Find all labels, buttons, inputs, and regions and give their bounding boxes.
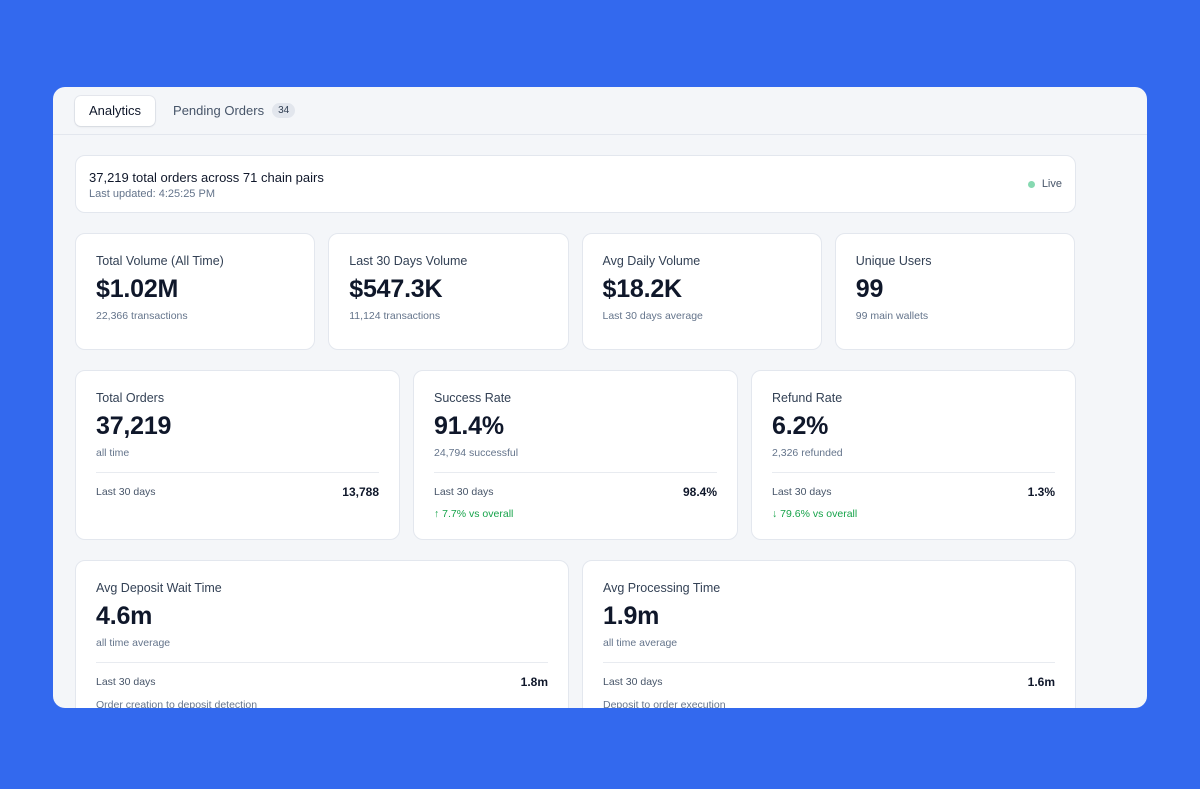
tab-label: Pending Orders (173, 103, 265, 118)
orders-row: Total Orders 37,219 all time Last 30 day… (75, 370, 1076, 540)
period-label: Last 30 days (434, 486, 494, 498)
card-label: Total Orders (96, 391, 165, 405)
card-label: Unique Users (855, 254, 932, 268)
divider (434, 472, 717, 473)
success-rate-card: Success Rate 91.4% 24,794 successful Las… (413, 370, 738, 540)
app-window: Analytics Pending Orders 34 37,219 total… (53, 87, 1147, 708)
period-label: Last 30 days (96, 676, 156, 688)
period-value: 1.3% (1027, 485, 1055, 499)
trend-down-indicator: ↓ 79.6% vs overall (772, 508, 858, 520)
tab-label: Analytics (89, 103, 142, 118)
period-row: Last 30 days 1.8m (96, 675, 548, 689)
card-subtext: all time average (603, 637, 678, 649)
card-subtext: 99 main wallets (855, 310, 929, 322)
period-row: Last 30 days 1.6m (603, 675, 1055, 689)
card-value: $1.02M (96, 275, 179, 303)
period-label: Last 30 days (772, 486, 832, 498)
card-label: Total Volume (All Time) (96, 254, 224, 268)
summary-card: 37,219 total orders across 71 chain pair… (75, 155, 1076, 213)
timing-row: Avg Deposit Wait Time 4.6m all time aver… (75, 560, 1076, 708)
card-label: Refund Rate (772, 391, 843, 405)
card-value: 91.4% (434, 412, 504, 440)
live-label: Live (1041, 178, 1062, 190)
period-value: 1.8m (520, 675, 548, 689)
period-label: Last 30 days (96, 486, 156, 498)
card-description: Deposit to order execution (603, 699, 726, 708)
card-value: 37,219 (96, 412, 172, 440)
card-value: 6.2% (772, 412, 829, 440)
card-subtext: 24,794 successful (434, 447, 519, 459)
card-subtext: 22,366 transactions (96, 310, 188, 322)
card-label: Avg Daily Volume (602, 254, 701, 268)
tab-bar: Analytics Pending Orders 34 (53, 87, 1147, 135)
live-dot-icon (1027, 180, 1035, 188)
avg-deposit-wait-card: Avg Deposit Wait Time 4.6m all time aver… (75, 560, 569, 708)
avg-daily-volume-card: Avg Daily Volume $18.2K Last 30 days ave… (581, 233, 822, 350)
card-subtext: 2,326 refunded (772, 447, 843, 459)
card-subtext: Last 30 days average (602, 310, 703, 322)
card-subtext: all time average (96, 637, 171, 649)
divider (96, 472, 379, 473)
card-label: Avg Deposit Wait Time (96, 581, 222, 595)
volume-row: Total Volume (All Time) $1.02M 22,366 tr… (75, 233, 1076, 350)
last-30-days-volume-card: Last 30 Days Volume $547.3K 11,124 trans… (328, 233, 569, 350)
tab-analytics[interactable]: Analytics (75, 95, 156, 126)
period-value: 13,788 (342, 485, 379, 499)
trend-up-indicator: ↑ 7.7% vs overall (434, 508, 514, 520)
total-orders-card: Total Orders 37,219 all time Last 30 day… (75, 370, 400, 540)
total-volume-card: Total Volume (All Time) $1.02M 22,366 tr… (75, 233, 316, 350)
live-indicator: Live (1027, 178, 1062, 190)
divider (603, 662, 1055, 663)
divider (96, 662, 548, 663)
period-row: Last 30 days 13,788 (96, 485, 379, 499)
refund-rate-card: Refund Rate 6.2% 2,326 refunded Last 30 … (751, 370, 1076, 540)
card-subtext: all time (96, 447, 130, 459)
unique-users-card: Unique Users 99 99 main wallets (834, 233, 1075, 350)
card-description: Order creation to deposit detection (96, 699, 258, 708)
card-label: Avg Processing Time (603, 581, 721, 595)
avg-processing-time-card: Avg Processing Time 1.9m all time averag… (582, 560, 1076, 708)
card-value: 1.9m (603, 602, 660, 630)
summary-headline: 37,219 total orders across 71 chain pair… (89, 170, 324, 185)
card-value: 4.6m (96, 602, 153, 630)
card-label: Last 30 Days Volume (349, 254, 468, 268)
card-label: Success Rate (434, 391, 512, 405)
card-value: 99 (855, 275, 884, 303)
period-value: 98.4% (682, 485, 717, 499)
period-value: 1.6m (1027, 675, 1055, 689)
period-label: Last 30 days (603, 676, 663, 688)
tab-pending-orders[interactable]: Pending Orders 34 (159, 96, 309, 126)
period-row: Last 30 days 1.3% (772, 485, 1055, 499)
card-subtext: 11,124 transactions (349, 310, 441, 322)
pending-count-badge: 34 (272, 103, 296, 118)
card-value: $18.2K (602, 275, 683, 303)
card-value: $547.3K (349, 275, 443, 303)
divider (772, 472, 1055, 473)
analytics-content: 37,219 total orders across 71 chain pair… (75, 155, 1076, 708)
period-row: Last 30 days 98.4% (434, 485, 717, 499)
last-updated: Last updated: 4:25:25 PM (89, 188, 215, 200)
